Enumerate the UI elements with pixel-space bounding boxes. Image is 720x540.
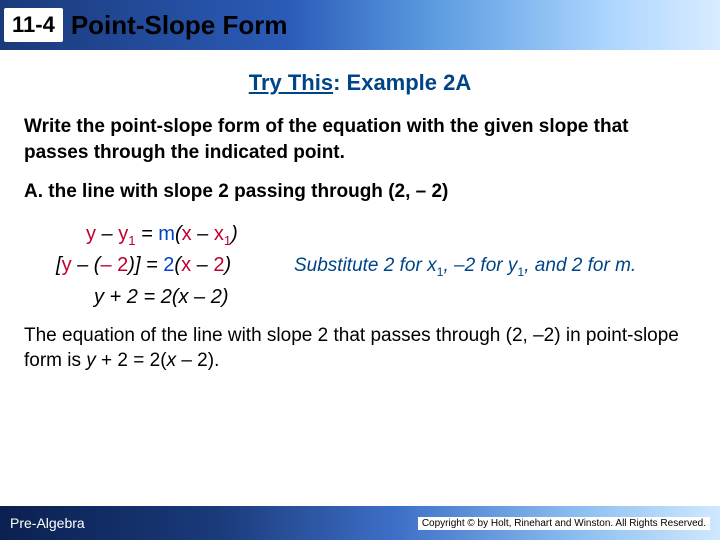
equation-substituted: [y – (– 2)] = 2(x – 2): [24, 254, 294, 277]
section-title-underlined: Try This: [249, 70, 333, 95]
problem-text: A. the line with slope 2 passing through…: [24, 179, 696, 205]
content-area: Write the point-slope form of the equati…: [0, 96, 720, 309]
equation-row: y + 2 = 2(x – 2): [24, 286, 696, 309]
section-title: Try This: Example 2A: [0, 70, 720, 96]
equation-explain: Substitute 2 for x1, –2 for y1, and 2 fo…: [294, 254, 696, 280]
footer-copyright: Copyright © by Holt, Rinehart and Winsto…: [418, 517, 710, 530]
equation-formula: y – y1 = m(x – x1): [24, 223, 294, 248]
lesson-number-badge: 11-4: [4, 8, 63, 42]
footer-bar: Pre-Algebra Copyright © by Holt, Rinehar…: [0, 506, 720, 540]
equation-simplified: y + 2 = 2(x – 2): [24, 286, 294, 309]
equation-row: y – y1 = m(x – x1): [24, 223, 696, 248]
header-bar: 11-4 Point-Slope Form: [0, 0, 720, 50]
equation-row: [y – (– 2)] = 2(x – 2) Substitute 2 for …: [24, 254, 696, 280]
instruction-text: Write the point-slope form of the equati…: [24, 114, 696, 165]
conclusion-text: The equation of the line with slope 2 th…: [0, 309, 720, 374]
section-title-rest: : Example 2A: [333, 70, 471, 95]
equation-block: y – y1 = m(x – x1) [y – (– 2)] = 2(x – 2…: [24, 223, 696, 309]
header-title: Point-Slope Form: [71, 10, 288, 41]
footer-left-label: Pre-Algebra: [10, 515, 85, 531]
